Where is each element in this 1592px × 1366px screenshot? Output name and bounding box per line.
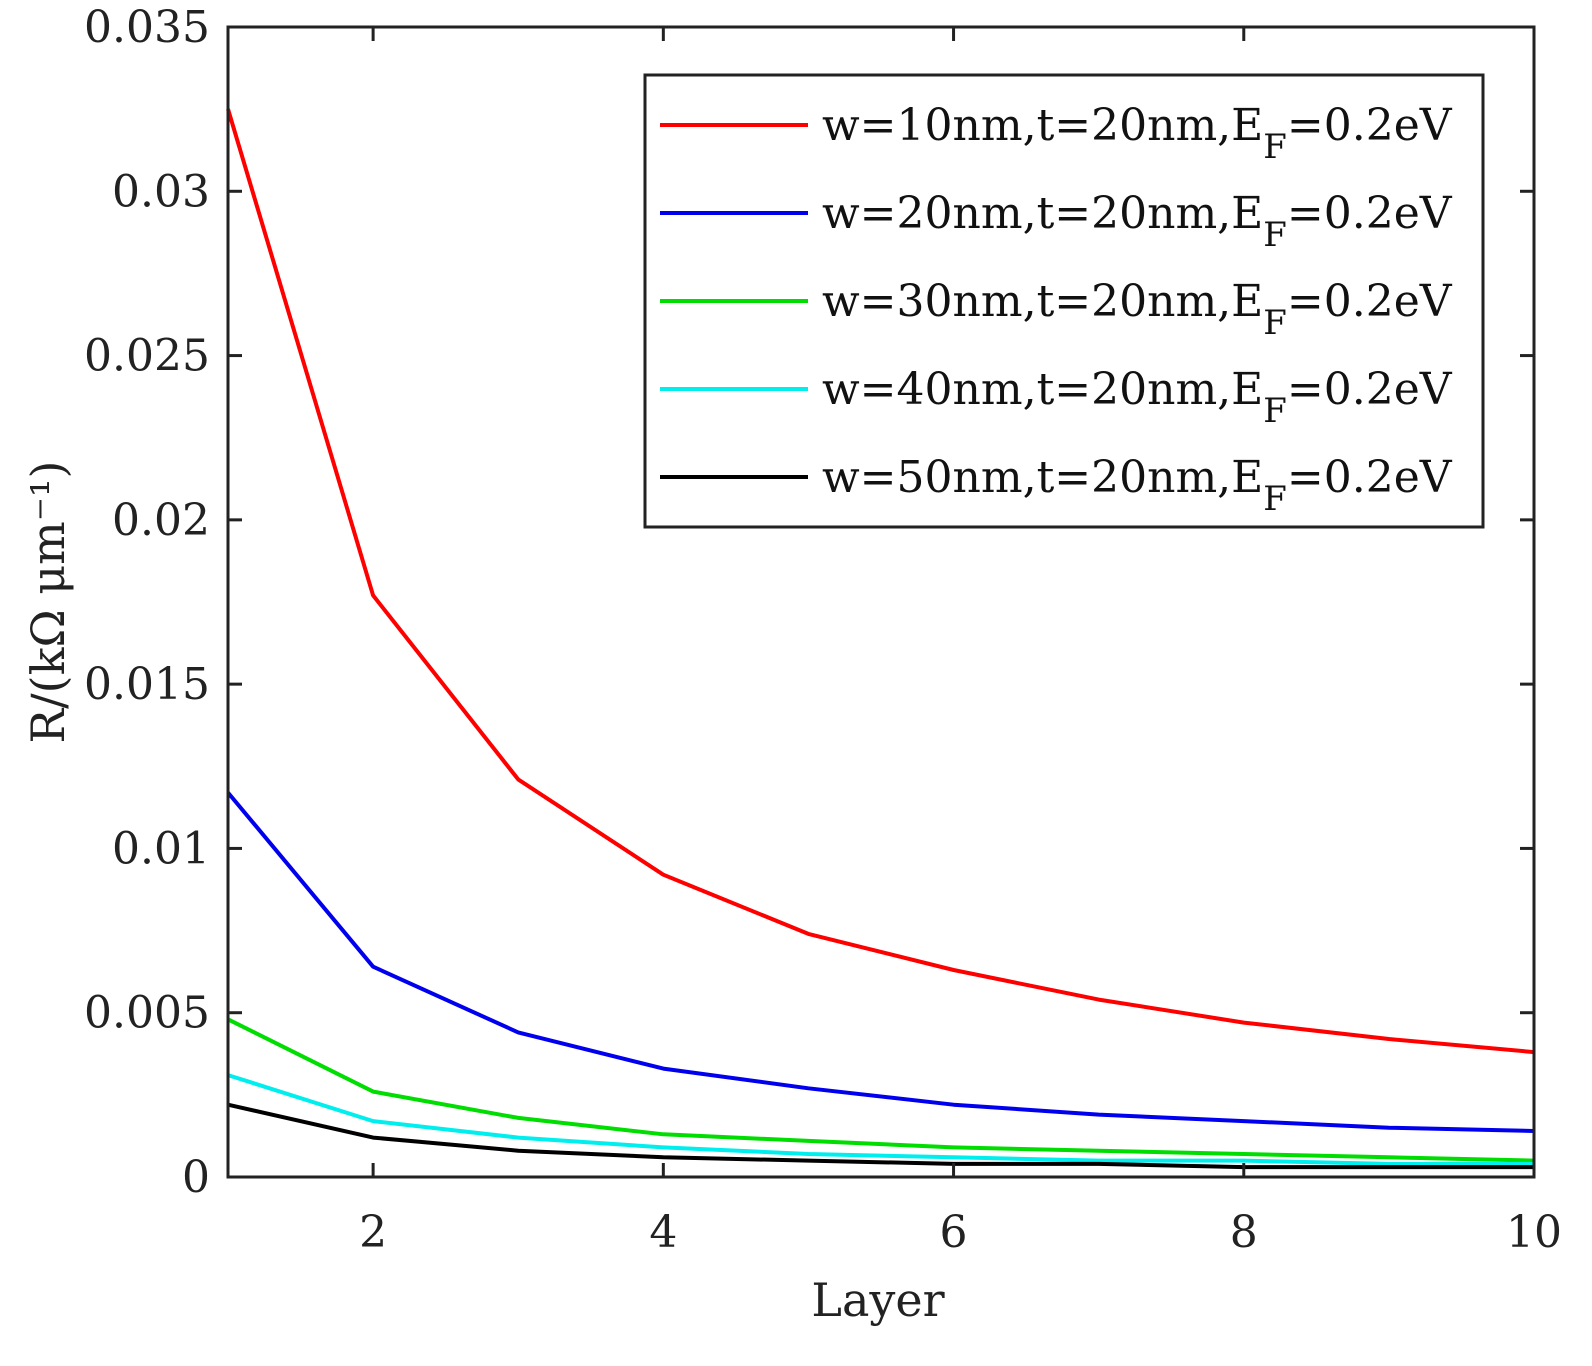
y-tick-label: 0.025 [84, 331, 210, 382]
y-tick-label: 0.015 [84, 659, 210, 710]
legend-entry-4: w=40nm,t=20nm,EF=0.2eV [660, 364, 1453, 431]
x-tick-label: 2 [359, 1207, 387, 1258]
series-layer [226, 108, 1535, 1170]
y-axis-label: R/(kΩ μm⁻¹) [21, 461, 75, 744]
series-line-4 [227, 1073, 1534, 1166]
legend-entry-3: w=30nm,t=20nm,EF=0.2eV [660, 276, 1453, 343]
legend: w=10nm,t=20nm,EF=0.2eV w=20nm,t=20nm,EF=0… [643, 73, 1485, 529]
legend-label: w=20nm,t=20nm,EF=0.2eV [822, 188, 1453, 255]
plot-frame [226, 25, 1536, 1179]
tick-labels-layer: 2 4 6 8 10 0 0.005 0.01 0.015 0.02 0.025 0.03 0.035 [84, 2, 1562, 1258]
y-tick-label: 0.03 [112, 166, 210, 217]
legend-entries: w=10nm,t=20nm,EF=0.2eV w=20nm,t=20nm,EF=0… [660, 100, 1453, 519]
x-tick-label: 8 [1230, 1207, 1258, 1258]
x-tick-label: 6 [940, 1207, 968, 1258]
x-tick-label: 10 [1506, 1207, 1562, 1258]
legend-label: w=10nm,t=20nm,EF=0.2eV [822, 100, 1453, 167]
legend-entry-1: w=10nm,t=20nm,EF=0.2eV [660, 100, 1453, 167]
legend-entry-5: w=50nm,t=20nm,EF=0.2eV [660, 452, 1453, 519]
legend-label: w=30nm,t=20nm,EF=0.2eV [822, 276, 1453, 343]
y-tick-label: 0.035 [84, 2, 210, 53]
legend-label: w=50nm,t=20nm,EF=0.2eV [822, 452, 1453, 519]
series-line-5 [227, 1102, 1534, 1170]
series-line-1 [226, 108, 1535, 1055]
x-axis-label: Layer [811, 1273, 944, 1327]
series-line-2 [226, 791, 1535, 1133]
y-tick-label: 0 [182, 1152, 210, 1203]
legend-entry-2: w=20nm,t=20nm,EF=0.2eV [660, 188, 1453, 255]
y-tick-label: 0.005 [84, 988, 210, 1039]
legend-label: w=40nm,t=20nm,EF=0.2eV [822, 364, 1453, 431]
y-tick-label: 0.02 [112, 495, 210, 546]
x-tick-label: 4 [649, 1207, 677, 1258]
series-line-3 [227, 1017, 1535, 1163]
y-tick-label: 0.01 [112, 823, 210, 874]
